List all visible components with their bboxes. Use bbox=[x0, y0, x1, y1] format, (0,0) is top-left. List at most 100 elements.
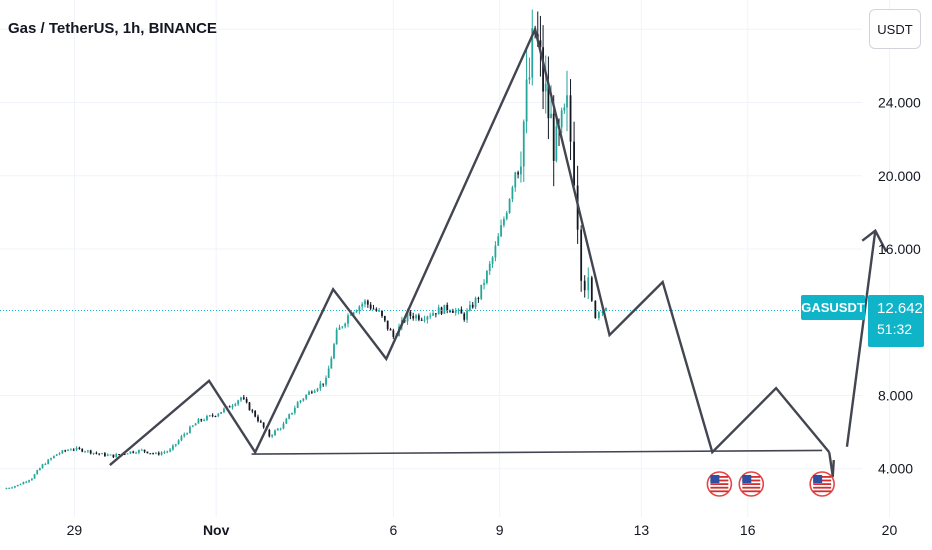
candle-body bbox=[64, 450, 67, 452]
candle-body bbox=[197, 419, 200, 424]
candle-body bbox=[310, 391, 313, 393]
candle-body bbox=[214, 416, 217, 418]
candle-body bbox=[106, 454, 109, 456]
candle-body bbox=[573, 141, 575, 186]
x-tick-label: 13 bbox=[634, 522, 650, 538]
x-tick-label: 9 bbox=[496, 522, 504, 538]
candle-body bbox=[140, 449, 143, 451]
candle-body bbox=[325, 377, 327, 385]
flag-stripe bbox=[742, 490, 761, 493]
candle-body bbox=[13, 486, 16, 488]
candle-body bbox=[101, 453, 103, 455]
us-flag-icon[interactable] bbox=[809, 471, 835, 497]
candle-body bbox=[89, 450, 92, 454]
up-arrow-head[interactable] bbox=[861, 228, 888, 253]
candle-body bbox=[415, 315, 417, 319]
candle-body bbox=[305, 394, 308, 399]
candle-body bbox=[274, 430, 276, 436]
candle-body bbox=[349, 314, 352, 316]
candle-body bbox=[231, 405, 234, 408]
up-arrow-shaft[interactable] bbox=[845, 230, 877, 447]
us-flag-icon[interactable] bbox=[706, 471, 733, 497]
economic-events[interactable] bbox=[706, 471, 835, 497]
candle-body bbox=[330, 358, 333, 369]
candle-body bbox=[138, 450, 140, 453]
candle-body bbox=[33, 474, 36, 479]
candle-body bbox=[217, 413, 220, 417]
flag-stripe bbox=[710, 490, 729, 493]
candle-body bbox=[517, 172, 519, 175]
candle-body bbox=[500, 225, 502, 237]
candle-body bbox=[16, 484, 19, 487]
candle-body bbox=[580, 229, 583, 281]
x-tick-label: 20 bbox=[882, 522, 898, 538]
candle-body bbox=[152, 453, 154, 455]
candle-body bbox=[58, 453, 61, 455]
candle-body bbox=[78, 447, 81, 449]
candle-body bbox=[52, 455, 55, 459]
candle-body bbox=[299, 400, 302, 403]
x-tick-label: 16 bbox=[740, 522, 756, 538]
candle-body bbox=[552, 113, 555, 161]
candle-body bbox=[223, 408, 225, 413]
zigzag-projection-line[interactable] bbox=[109, 25, 831, 466]
candle-body bbox=[296, 402, 299, 408]
candle-body bbox=[81, 448, 84, 452]
candle-body bbox=[335, 329, 338, 345]
candle-body bbox=[358, 306, 361, 311]
candle-body bbox=[86, 450, 89, 452]
candle-body bbox=[288, 414, 291, 419]
candle-body bbox=[372, 308, 375, 310]
candle-body bbox=[316, 388, 319, 391]
last-price-badge: 12.642 51:32 bbox=[868, 295, 924, 347]
candle-body bbox=[180, 436, 183, 441]
candle-body bbox=[302, 398, 305, 401]
candle-body bbox=[344, 323, 347, 327]
candle-body bbox=[597, 312, 600, 319]
us-flag-icon[interactable] bbox=[738, 471, 765, 497]
candle-body bbox=[494, 245, 497, 258]
candle-body bbox=[539, 40, 542, 48]
candle-body bbox=[191, 425, 194, 427]
candle-body bbox=[528, 77, 531, 80]
candle-body bbox=[486, 271, 488, 283]
candle-body bbox=[378, 310, 381, 312]
candle-body bbox=[434, 313, 437, 315]
pattern-drawing[interactable] bbox=[109, 25, 888, 478]
candle-body bbox=[338, 327, 341, 330]
candle-body bbox=[503, 218, 505, 226]
time-axis[interactable]: 29 Nov 6 9 13 16 20 bbox=[67, 522, 898, 538]
candle-body bbox=[177, 440, 180, 445]
neckline-support-line[interactable] bbox=[251, 449, 823, 455]
flag-stripe bbox=[710, 483, 729, 485]
candle-body bbox=[206, 416, 208, 421]
flag-stripe bbox=[742, 483, 761, 485]
candle-body bbox=[594, 300, 597, 319]
chart-title[interactable]: Gas / TetherUS, 1h, BINANCE bbox=[8, 20, 217, 37]
candle-body bbox=[566, 95, 568, 108]
candle-body bbox=[237, 400, 240, 405]
flag-stripe bbox=[742, 486, 761, 489]
candle-body bbox=[522, 121, 525, 167]
candle-body bbox=[392, 330, 395, 337]
candle-body bbox=[103, 453, 106, 456]
candle-body bbox=[98, 453, 101, 455]
y-tick-label: 20.000 bbox=[878, 168, 921, 184]
candle-body bbox=[19, 484, 22, 486]
candle-body bbox=[72, 449, 75, 451]
candle-body bbox=[69, 449, 72, 451]
candle-body bbox=[240, 397, 242, 401]
candle-body bbox=[293, 407, 296, 413]
candle-body bbox=[172, 445, 174, 450]
flag-stripe bbox=[813, 490, 832, 493]
currency-button[interactable]: USDT bbox=[869, 9, 921, 49]
flag-stripe bbox=[710, 486, 729, 489]
candle-body bbox=[375, 309, 378, 311]
candle-body bbox=[55, 454, 58, 456]
candle-body bbox=[547, 83, 550, 119]
candle-body bbox=[508, 199, 511, 213]
candle-body bbox=[50, 458, 52, 460]
candle-body bbox=[429, 315, 432, 317]
